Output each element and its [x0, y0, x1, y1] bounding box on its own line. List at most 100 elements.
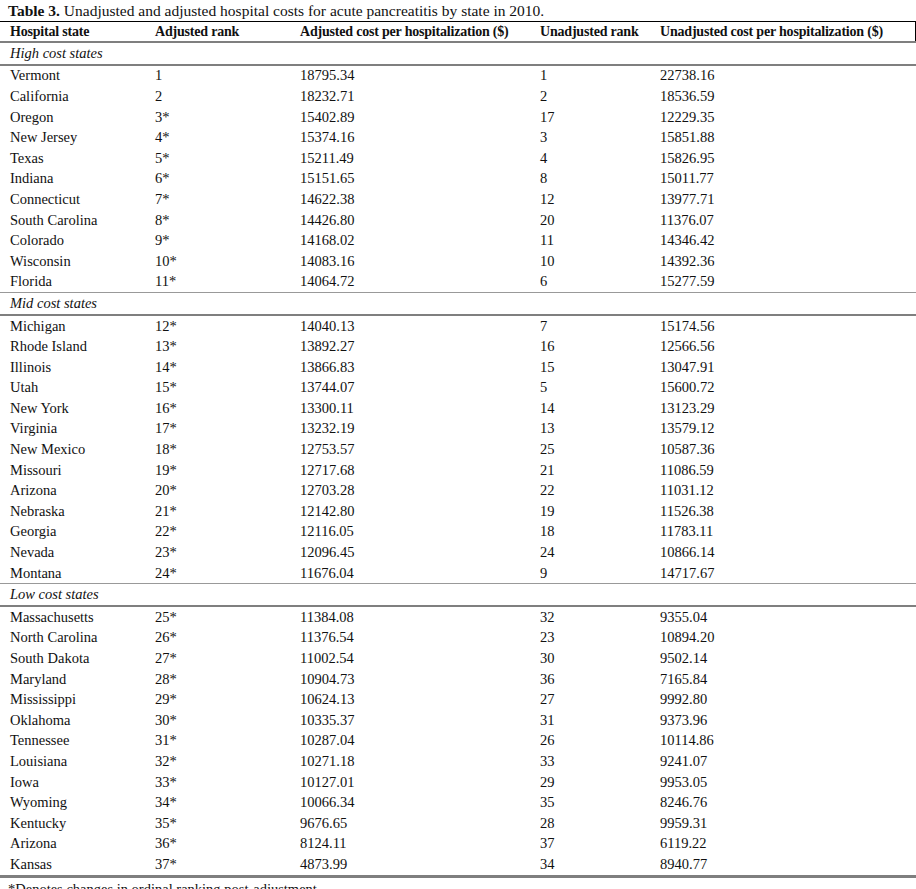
- adjusted-cost-cell: 4873.99: [300, 854, 540, 876]
- adjusted-rank-cell: 31*: [155, 731, 300, 752]
- table-row: Wyoming34*10066.34358246.76: [0, 792, 916, 813]
- adjusted-rank-cell: 29*: [155, 689, 300, 710]
- state-cell: Montana: [0, 563, 155, 584]
- unadjusted-cost-cell: 15826.95: [660, 148, 916, 169]
- state-cell: Texas: [0, 148, 155, 169]
- state-cell: New Jersey: [0, 127, 155, 148]
- adjusted-rank-cell: 3*: [155, 107, 300, 128]
- adjusted-rank-cell: 33*: [155, 772, 300, 793]
- state-cell: Kansas: [0, 854, 155, 876]
- state-cell: Utah: [0, 378, 155, 399]
- adjusted-rank-cell: 22*: [155, 522, 300, 543]
- adjusted-rank-cell: 26*: [155, 628, 300, 649]
- state-cell: Iowa: [0, 772, 155, 793]
- adjusted-rank-cell: 28*: [155, 669, 300, 690]
- adjusted-cost-cell: 14168.02: [300, 230, 540, 251]
- unadjusted-cost-cell: 8940.77: [660, 854, 916, 876]
- unadjusted-rank-cell: 8: [540, 169, 660, 190]
- state-cell: Connecticut: [0, 189, 155, 210]
- column-header-hospital-state: Hospital state: [0, 22, 155, 43]
- state-cell: North Carolina: [0, 628, 155, 649]
- section-label: High cost states: [0, 42, 916, 65]
- table-row: New Mexico18*12753.572510587.36: [0, 439, 916, 460]
- table-row: South Carolina8*14426.802011376.07: [0, 210, 916, 231]
- unadjusted-cost-cell: 11526.38: [660, 501, 916, 522]
- table-row: Oregon3*15402.891712229.35: [0, 107, 916, 128]
- table-row: Indiana6*15151.65815011.77: [0, 169, 916, 190]
- state-cell: Florida: [0, 272, 155, 293]
- adjusted-cost-cell: 14064.72: [300, 272, 540, 293]
- adjusted-cost-cell: 11384.08: [300, 606, 540, 628]
- adjusted-rank-cell: 37*: [155, 854, 300, 876]
- adjusted-cost-cell: 11376.54: [300, 628, 540, 649]
- unadjusted-cost-cell: 18536.59: [660, 86, 916, 107]
- unadjusted-cost-cell: 12229.35: [660, 107, 916, 128]
- state-cell: Mississippi: [0, 689, 155, 710]
- table-row: Arizona20*12703.282211031.12: [0, 480, 916, 501]
- unadjusted-rank-cell: 35: [540, 792, 660, 813]
- table-row: Texas5*15211.49415826.95: [0, 148, 916, 169]
- table-footnote: *Denotes changes in ordinal ranking post…: [0, 878, 916, 889]
- adjusted-cost-cell: 13300.11: [300, 398, 540, 419]
- unadjusted-cost-cell: 11783.11: [660, 522, 916, 543]
- table-row: Colorado9*14168.021114346.42: [0, 230, 916, 251]
- table-row: Virginia17*13232.191313579.12: [0, 419, 916, 440]
- unadjusted-rank-cell: 4: [540, 148, 660, 169]
- unadjusted-cost-cell: 10114.86: [660, 731, 916, 752]
- unadjusted-cost-cell: 9241.07: [660, 751, 916, 772]
- table-row: Connecticut7*14622.381213977.71: [0, 189, 916, 210]
- unadjusted-cost-cell: 10866.14: [660, 542, 916, 563]
- unadjusted-cost-cell: 15600.72: [660, 378, 916, 399]
- adjusted-rank-cell: 4*: [155, 127, 300, 148]
- unadjusted-cost-cell: 14346.42: [660, 230, 916, 251]
- adjusted-rank-cell: 7*: [155, 189, 300, 210]
- unadjusted-rank-cell: 6: [540, 272, 660, 293]
- header-row: Hospital state Adjusted rank Adjusted co…: [0, 22, 916, 43]
- unadjusted-rank-cell: 13: [540, 419, 660, 440]
- column-header-adjusted-cost: Adjusted cost per hospitalization ($): [300, 22, 540, 43]
- unadjusted-cost-cell: 8246.76: [660, 792, 916, 813]
- state-cell: Indiana: [0, 169, 155, 190]
- adjusted-cost-cell: 15211.49: [300, 148, 540, 169]
- adjusted-rank-cell: 12*: [155, 315, 300, 337]
- table-row: Utah15*13744.07515600.72: [0, 378, 916, 399]
- state-cell: Nevada: [0, 542, 155, 563]
- adjusted-rank-cell: 24*: [155, 563, 300, 584]
- table-row: South Dakota27*11002.54309502.14: [0, 648, 916, 669]
- adjusted-cost-cell: 14083.16: [300, 251, 540, 272]
- unadjusted-rank-cell: 14: [540, 398, 660, 419]
- table-row: Oklahoma30*10335.37319373.96: [0, 710, 916, 731]
- section-label: Low cost states: [0, 584, 916, 606]
- adjusted-cost-cell: 11676.04: [300, 563, 540, 584]
- adjusted-cost-cell: 10335.37: [300, 710, 540, 731]
- table-row: Kansas37*4873.99348940.77: [0, 854, 916, 876]
- adjusted-cost-cell: 12717.68: [300, 460, 540, 481]
- adjusted-cost-cell: 15402.89: [300, 107, 540, 128]
- adjusted-cost-cell: 10127.01: [300, 772, 540, 793]
- state-cell: Nebraska: [0, 501, 155, 522]
- adjusted-rank-cell: 18*: [155, 439, 300, 460]
- adjusted-rank-cell: 32*: [155, 751, 300, 772]
- state-cell: Tennessee: [0, 731, 155, 752]
- unadjusted-rank-cell: 27: [540, 689, 660, 710]
- table-row: Arizona36*8124.11376119.22: [0, 834, 916, 855]
- adjusted-rank-cell: 14*: [155, 357, 300, 378]
- table-row: Iowa33*10127.01299953.05: [0, 772, 916, 793]
- unadjusted-rank-cell: 22: [540, 480, 660, 501]
- adjusted-rank-cell: 1: [155, 65, 300, 87]
- unadjusted-rank-cell: 26: [540, 731, 660, 752]
- table-title-text: Unadjusted and adjusted hospital costs f…: [60, 2, 544, 19]
- state-cell: Michigan: [0, 315, 155, 337]
- table-row: Maryland28*10904.73367165.84: [0, 669, 916, 690]
- unadjusted-cost-cell: 14392.36: [660, 251, 916, 272]
- adjusted-cost-cell: 12703.28: [300, 480, 540, 501]
- unadjusted-cost-cell: 10894.20: [660, 628, 916, 649]
- state-cell: Oregon: [0, 107, 155, 128]
- unadjusted-cost-cell: 9373.96: [660, 710, 916, 731]
- unadjusted-rank-cell: 30: [540, 648, 660, 669]
- adjusted-rank-cell: 27*: [155, 648, 300, 669]
- unadjusted-rank-cell: 21: [540, 460, 660, 481]
- unadjusted-cost-cell: 22738.16: [660, 65, 916, 87]
- unadjusted-rank-cell: 20: [540, 210, 660, 231]
- adjusted-rank-cell: 5*: [155, 148, 300, 169]
